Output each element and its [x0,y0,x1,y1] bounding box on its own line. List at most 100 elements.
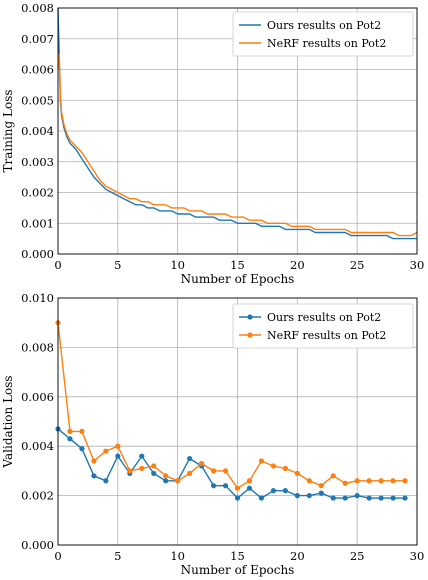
x-tick-label: 20 [290,258,305,272]
data-point-ours [270,488,276,494]
data-point-ours [210,483,217,489]
data-point-nerf [342,480,348,486]
data-point-nerf [390,478,396,484]
y-tick-label: 0.008 [21,340,54,354]
data-point-ours [354,493,360,499]
data-point-nerf [175,478,181,484]
data-point-ours [294,493,300,499]
x-tick-label: 5 [114,258,121,272]
data-point-ours [342,495,348,501]
x-tick-label: 30 [410,258,425,272]
x-tick-label: 25 [350,258,365,272]
x-axis-label: Number of Epochs [181,563,295,577]
data-point-ours [246,485,253,491]
data-point-ours [222,483,229,489]
legend-label: NeRF results on Pot2 [267,37,386,50]
plot-frame [57,7,418,255]
y-tick-label: 0.006 [21,63,54,77]
x-tick-label: 10 [170,549,185,563]
data-point-nerf [67,428,73,434]
data-point-nerf [127,468,133,474]
data-point-nerf [151,463,157,469]
data-point-nerf [79,428,85,434]
data-point-nerf [270,463,276,469]
data-point-nerf [187,470,193,476]
data-point-ours [378,495,384,501]
x-tick-label: 25 [350,549,365,563]
data-point-ours [258,495,265,501]
series-line-ours [57,7,417,240]
x-tick-label: 0 [54,549,61,563]
data-point-nerf [402,478,408,484]
y-tick-label: 0.000 [21,247,54,261]
y-tick-label: 0.004 [21,439,54,453]
data-point-nerf [318,483,324,489]
y-tick-label: 0.010 [21,291,54,305]
legend-marker [247,314,253,320]
data-point-nerf [306,478,312,484]
x-tick-label: 20 [290,549,305,563]
data-point-ours [187,455,193,462]
data-point-ours [163,478,169,484]
data-point-nerf [115,443,121,449]
y-tick-label: 0.002 [21,489,54,503]
data-point-ours [390,495,396,501]
x-tick-label: 5 [114,549,121,563]
data-point-nerf [330,473,336,479]
y-tick-label: 0.007 [21,32,54,46]
data-point-ours [91,473,97,479]
data-point-ours [139,453,145,459]
data-point-nerf [222,468,229,474]
x-tick-label: 30 [410,549,425,563]
data-point-ours [402,495,408,501]
data-point-nerf [354,478,360,484]
y-tick-label: 0.008 [21,1,54,15]
legend-label: NeRF results on Pot2 [267,329,386,342]
data-point-nerf [282,465,288,472]
data-point-nerf [258,458,265,464]
data-point-nerf [139,465,145,472]
data-point-nerf [199,460,205,467]
series-line-ours [57,428,405,499]
x-tick-label: 10 [170,258,185,272]
x-tick-label: 0 [54,258,61,272]
data-point-ours [366,495,372,501]
data-point-nerf [210,468,217,474]
y-tick-label: 0.003 [21,155,54,169]
data-point-nerf [91,458,97,464]
legend-box [232,11,414,57]
data-point-nerf [366,478,372,484]
legend-label: Ours results on Pot2 [267,19,381,32]
plot-frame [57,297,418,546]
data-point-ours [115,453,121,459]
data-point-ours [234,495,241,501]
data-point-nerf [163,473,169,479]
legend-marker [247,332,253,338]
y-tick-label: 0.005 [21,93,54,107]
series-line-nerf [57,53,418,237]
x-axis-label: Number of Epochs [181,272,295,286]
data-point-nerf [246,478,253,484]
legend-label: Ours results on Pot2 [267,311,381,324]
data-point-ours [306,493,312,499]
x-tick-label: 15 [230,258,245,272]
y-tick-label: 0.000 [21,538,54,552]
legend-box [232,303,414,349]
y-tick-label: 0.001 [21,216,54,230]
data-point-nerf [294,470,300,476]
data-point-ours [79,446,85,452]
x-tick-label: 15 [230,549,245,563]
data-point-nerf [378,478,384,484]
y-axis-label: Validation Loss [1,375,15,468]
data-point-ours [67,436,73,442]
y-tick-label: 0.002 [21,186,54,200]
chart-panel-2: 0 5 10 15 20 25 30 0.000 0.002 0.004 0.006 0.008 0.0… [1,291,424,577]
chart-panel-1: 0 5 10 15 20 25 30 0.000 0.001 0.002 0.003 0.004 0.0… [1,1,424,286]
y-tick-label: 0.006 [21,390,54,404]
data-point-ours [151,470,157,476]
data-point-nerf [103,448,109,454]
y-tick-label: 0.004 [21,124,54,138]
data-point-ours [318,490,324,496]
